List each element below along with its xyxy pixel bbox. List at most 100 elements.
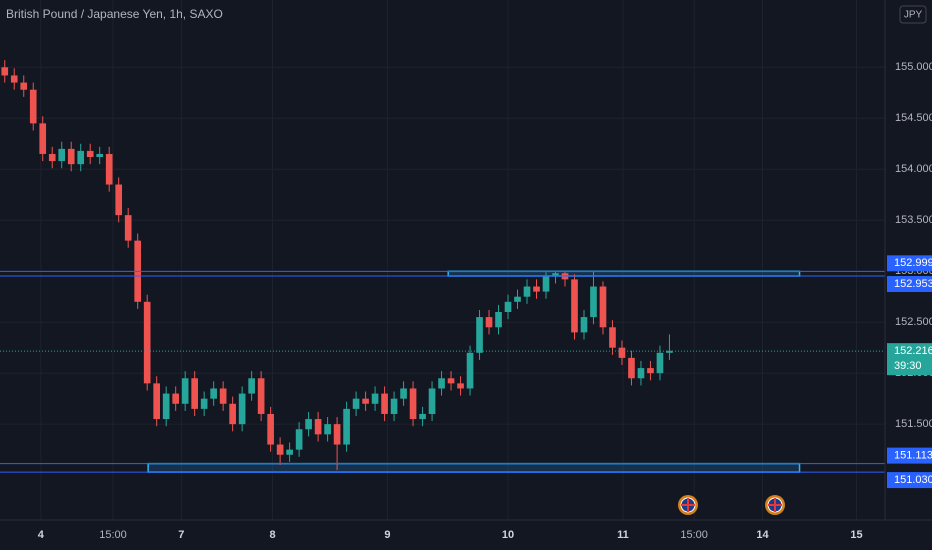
y-tick-label: 151.500 (895, 418, 932, 430)
candle-body (324, 424, 331, 435)
candle-body (181, 378, 189, 404)
candle-body (495, 312, 502, 328)
y-tick-label: 155.000 (895, 61, 932, 73)
price-line-label-box (887, 255, 932, 272)
candle-body (609, 327, 616, 348)
candle-body (1, 67, 9, 76)
candle-body (305, 419, 312, 430)
event-icon[interactable] (765, 495, 785, 515)
candle-body (637, 368, 645, 379)
price-line-label-box (887, 276, 932, 293)
candle-body (362, 398, 369, 404)
candle-body (219, 388, 227, 404)
candle-body (67, 148, 75, 165)
candle-body (390, 398, 398, 414)
chart-title: British Pound / Japanese Yen, 1h, SAXO (6, 7, 223, 21)
x-tick-label: 8 (269, 529, 275, 541)
zone (147, 462, 801, 473)
candle-body (286, 449, 293, 455)
candle-body (153, 383, 161, 420)
candle-body (314, 419, 322, 435)
last-price-label: 152.216 (894, 345, 932, 357)
candle-body (533, 286, 540, 292)
candle-body (191, 378, 198, 409)
candle-body (514, 296, 521, 302)
candle-body (409, 388, 417, 420)
candle-body (124, 215, 132, 241)
x-tick-label: 4 (38, 529, 45, 541)
candle-body (666, 350, 673, 353)
y-tick-label: 154.000 (895, 163, 932, 175)
candle-body (105, 153, 113, 185)
candle-body (656, 352, 664, 374)
candle-body (238, 393, 246, 425)
candle-body (580, 317, 588, 333)
candle-body (257, 378, 265, 414)
candle-body (571, 279, 578, 333)
x-tick-label: 15 (850, 529, 862, 541)
candle-body (77, 150, 85, 165)
x-tick-label: 15:00 (99, 529, 127, 541)
price-line-label: 152.999 (894, 257, 932, 269)
candle-body (48, 153, 56, 162)
x-tick-label: 15:00 (680, 529, 708, 541)
candle-body (599, 286, 607, 328)
candle-body (476, 317, 483, 353)
candle-body (352, 398, 360, 409)
candle-body (333, 424, 341, 445)
y-tick-label: 154.500 (895, 112, 932, 124)
zone (447, 270, 801, 277)
candle-body (86, 150, 94, 158)
x-tick-label: 7 (178, 529, 184, 541)
y-tick-label: 153.500 (895, 214, 932, 226)
candle-body (381, 393, 388, 414)
last-price-box (887, 343, 932, 376)
candle-body (504, 301, 512, 312)
candle-body (210, 388, 217, 399)
candle-body (485, 317, 493, 328)
x-tick-label: 9 (384, 529, 390, 541)
candle-body (143, 301, 151, 384)
candle-body (438, 378, 445, 389)
candle-body (400, 388, 407, 399)
candle-body (229, 403, 236, 425)
candle-body (542, 276, 550, 292)
candle-body (343, 408, 350, 445)
candle-body (267, 413, 274, 445)
candle-body (618, 347, 626, 358)
candle-body (248, 378, 255, 394)
candle-body (10, 75, 18, 83)
candle-body (39, 123, 47, 154)
x-tick-label: 10 (502, 529, 514, 541)
event-icon[interactable] (678, 495, 698, 515)
candle-body (590, 286, 597, 318)
candle-body (172, 393, 179, 404)
countdown: 39:30 (894, 360, 922, 372)
price-line-label-box (887, 447, 932, 464)
price-line-label-box (887, 472, 932, 489)
price-line-label: 151.030 (894, 474, 932, 486)
candle-body (647, 368, 654, 374)
candle-body (466, 352, 474, 389)
candle-body (628, 357, 635, 379)
candle-body (457, 383, 464, 389)
candle-body (29, 89, 37, 124)
candle-body (552, 273, 559, 277)
candle-body (58, 148, 66, 162)
x-tick-label: 11 (617, 529, 629, 541)
candle-body (115, 184, 123, 216)
candle-body (276, 444, 284, 455)
currency-box[interactable] (899, 5, 927, 24)
currency[interactable]: JPY (904, 10, 923, 21)
y-tick-label: 152.500 (895, 316, 932, 328)
candle-body (295, 429, 303, 450)
candle-body (428, 388, 436, 414)
candle-body (523, 286, 531, 297)
price-line-label: 152.953 (894, 278, 932, 290)
candle-body (371, 393, 379, 404)
price-line-label: 151.113 (894, 450, 932, 462)
candle-body (447, 378, 455, 384)
candle-body (162, 393, 170, 420)
